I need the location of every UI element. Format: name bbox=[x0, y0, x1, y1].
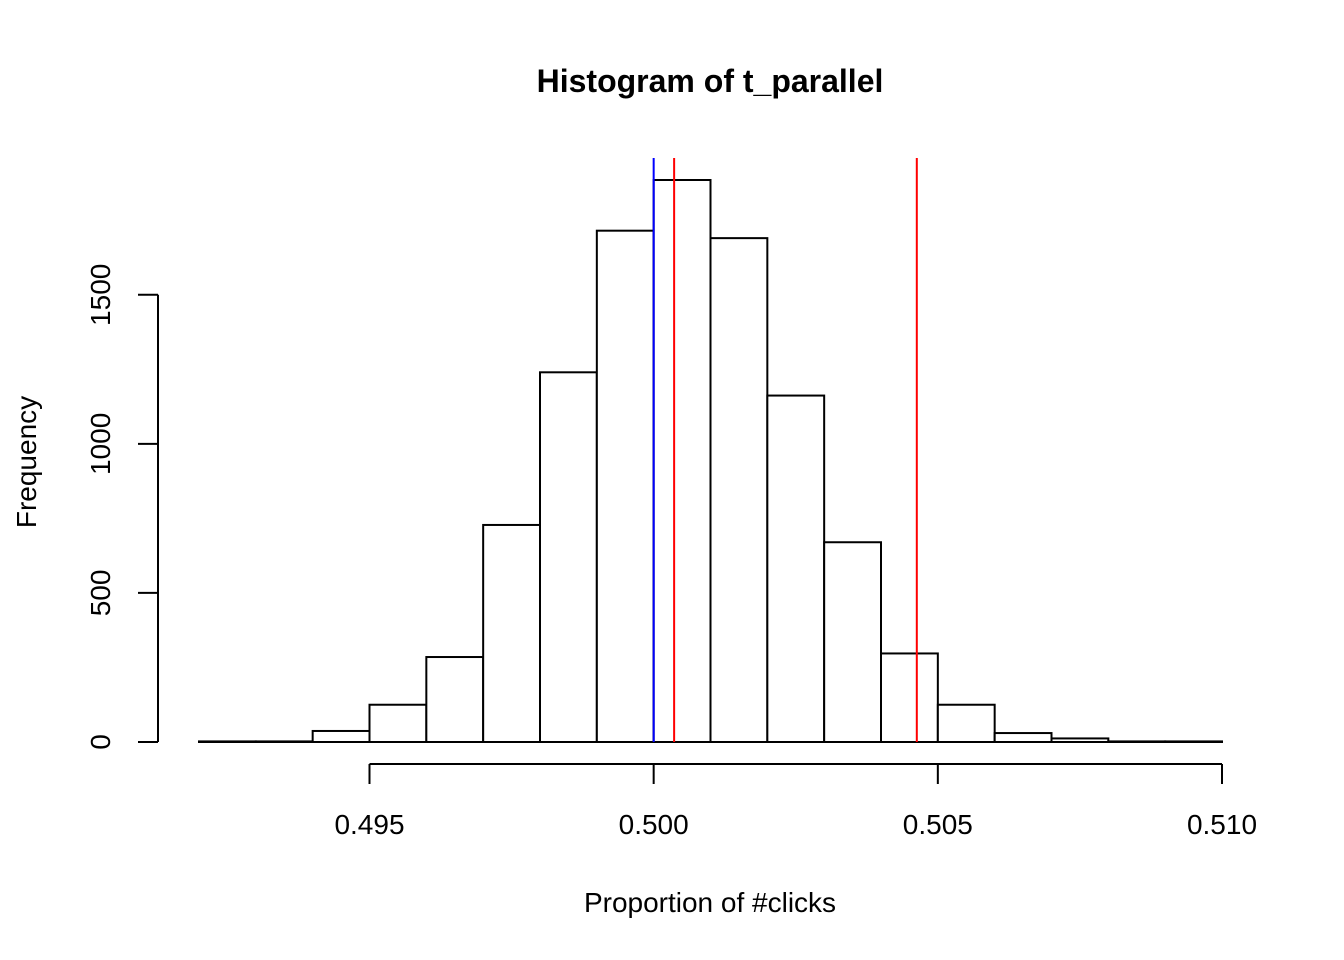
histogram-bar bbox=[595, 229, 655, 743]
histogram-bar bbox=[880, 652, 939, 744]
histogram-bar bbox=[823, 541, 883, 743]
histogram-bar bbox=[652, 179, 712, 743]
chart-title: Histogram of t_parallel bbox=[537, 63, 884, 99]
y-axis-label: Frequency bbox=[11, 396, 42, 528]
x-axis-label: Proportion of #clicks bbox=[584, 887, 836, 918]
y-tick-label: 0 bbox=[85, 734, 116, 750]
histogram-bar bbox=[254, 740, 314, 743]
y-tick-label: 1500 bbox=[85, 264, 116, 326]
x-tick-label: 0.510 bbox=[1187, 809, 1257, 840]
histogram-bar bbox=[993, 732, 1053, 744]
histogram-bar bbox=[936, 703, 996, 744]
y-tick-label: 500 bbox=[85, 570, 116, 617]
histogram-bar bbox=[368, 703, 428, 744]
histogram-bar bbox=[539, 371, 598, 743]
y-axis: 0 500 1000 1500 bbox=[85, 264, 159, 750]
y-tick-label: 1000 bbox=[85, 413, 116, 475]
histogram-bar bbox=[766, 394, 826, 743]
x-axis: 0.495 0.500 0.505 0.510 bbox=[334, 763, 1257, 840]
histogram-bar bbox=[198, 740, 257, 743]
histogram-bar bbox=[311, 729, 371, 743]
histogram-bar bbox=[709, 237, 769, 743]
histogram-bar bbox=[1164, 740, 1223, 743]
histogram-bar bbox=[425, 656, 485, 743]
bars-group bbox=[198, 179, 1223, 744]
histogram-bar bbox=[1050, 737, 1110, 744]
histogram-bar bbox=[1107, 740, 1167, 743]
x-tick-label: 0.505 bbox=[903, 809, 973, 840]
x-tick-label: 0.495 bbox=[334, 809, 404, 840]
x-tick-label: 0.500 bbox=[619, 809, 689, 840]
histogram-bar bbox=[482, 523, 541, 743]
reference-lines bbox=[652, 158, 918, 742]
